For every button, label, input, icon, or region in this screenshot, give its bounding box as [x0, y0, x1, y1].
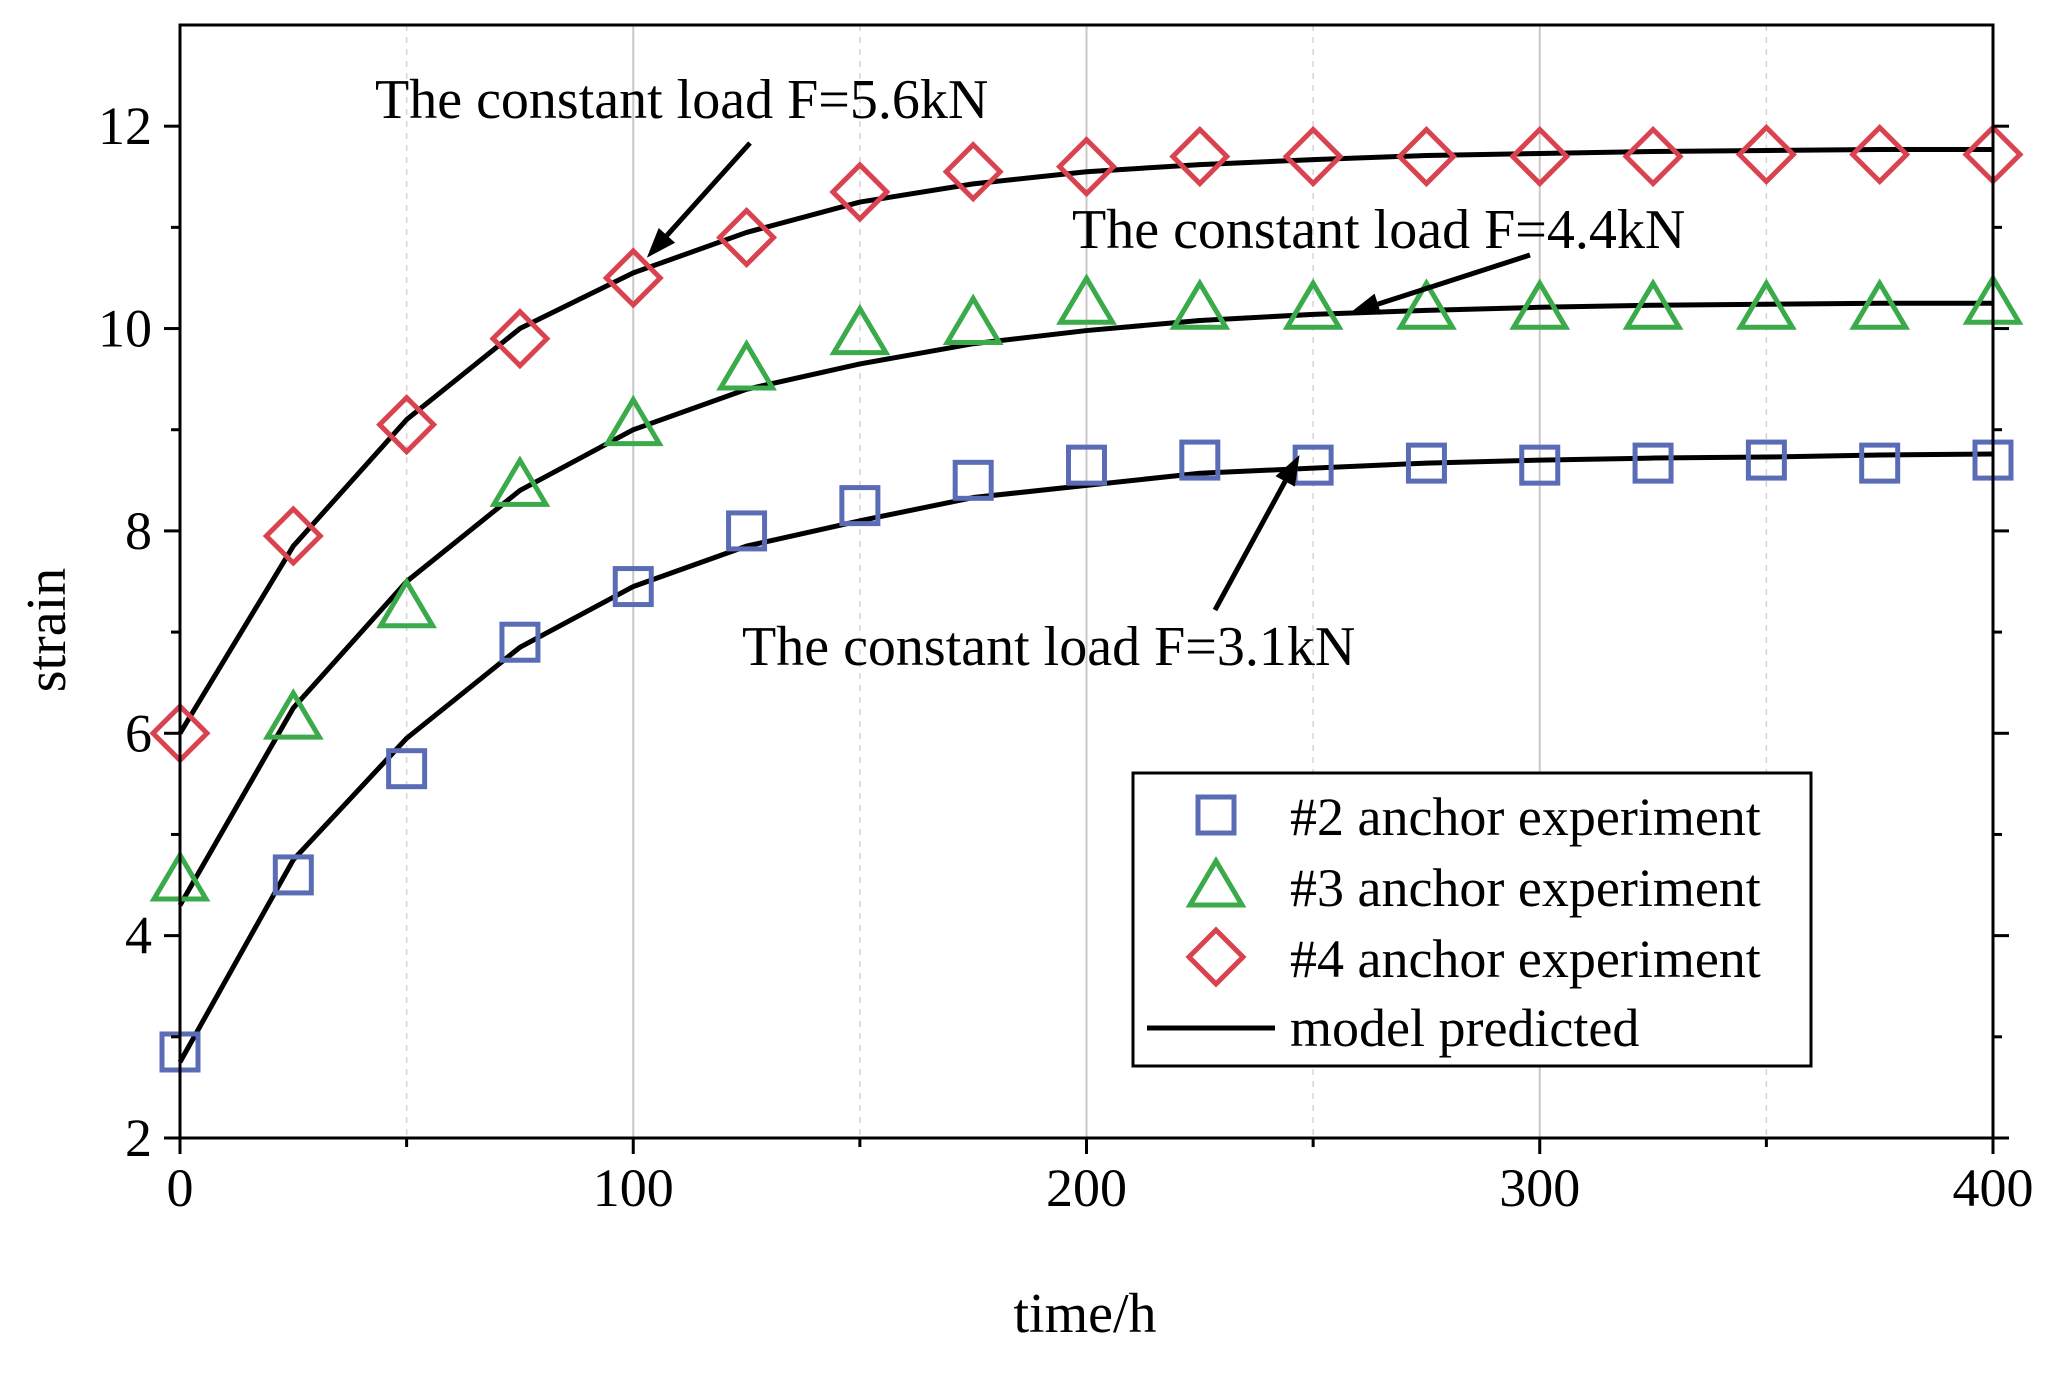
y-axis-title: strain — [16, 568, 78, 692]
data-point-triangle-2 — [1396, 278, 1457, 330]
data-point-diamond-3 — [1169, 126, 1231, 188]
data-point-diamond-3 — [716, 206, 778, 269]
data-point-square-1 — [1859, 442, 1901, 484]
data-point-diamond-3 — [1622, 126, 1684, 188]
data-point-square-1 — [1745, 439, 1787, 481]
data-point-triangle-2 — [489, 455, 551, 507]
x-tick-label: 100 — [593, 1158, 674, 1218]
y-tick-label: 2 — [125, 1108, 152, 1168]
annotation-arrow-head — [1349, 293, 1382, 315]
legend-label-series-3: #3 anchor experiment — [1290, 858, 1761, 918]
annotation-arrow-head — [1275, 455, 1300, 487]
data-point-triangle-2 — [1169, 278, 1231, 330]
annotation-5-6kN: The constant load F=5.6kN — [375, 69, 988, 131]
data-point-square-1 — [1632, 442, 1674, 484]
data-point-triangle-2 — [262, 688, 324, 740]
y-tick-label: 4 — [125, 906, 152, 966]
grid-lines — [405, 25, 1768, 1138]
legend-swatch-diamond — [1185, 926, 1247, 988]
annotation-4-4kN: The constant load F=4.4kN — [1072, 199, 1685, 261]
data-point-diamond-3 — [1509, 126, 1571, 188]
legend-label-model: model predicted — [1290, 998, 1639, 1058]
data-point-diamond-3 — [829, 161, 891, 223]
data-point-triangle-2 — [1849, 278, 1911, 330]
legend-swatches — [1147, 794, 1275, 1031]
annotation-arrow-shaft — [665, 141, 752, 238]
data-point-square-1 — [1179, 439, 1221, 481]
data-point-triangle-2 — [602, 394, 664, 447]
data-point-square-1 — [952, 459, 994, 501]
annotation-arrow-shaft — [1377, 252, 1531, 307]
x-tick-label: 200 — [1046, 1158, 1127, 1218]
legend-label-series-2: #2 anchor experiment — [1290, 787, 1761, 847]
model-curve-2 — [177, 300, 1993, 907]
data-point-diamond-3 — [1849, 123, 1911, 186]
data-point-triangle-2 — [1622, 278, 1684, 330]
data-point-triangle-2 — [1735, 278, 1797, 330]
data-point-diamond-3 — [942, 141, 1004, 203]
data-point-diamond-3 — [1395, 126, 1457, 188]
data-point-square-1 — [272, 854, 314, 896]
data-point-triangle-2 — [1282, 278, 1344, 330]
annotation-arrow-head — [646, 228, 676, 258]
data-point-diamond-3 — [489, 308, 551, 370]
data-point-triangle-2 — [1509, 278, 1571, 330]
data-point-square-1 — [1066, 444, 1107, 486]
data-point-diamond-3 — [1735, 123, 1797, 186]
x-tick-label: 300 — [1499, 1158, 1580, 1218]
data-point-triangle-2 — [1056, 273, 1117, 325]
legend-swatch-triangle — [1185, 856, 1247, 908]
data-point-square-1 — [612, 566, 654, 608]
data-point-square-1 — [1405, 442, 1447, 484]
legend-swatch-square — [1195, 794, 1237, 836]
y-tick-label: 6 — [125, 703, 152, 763]
data-point-square-1 — [726, 510, 768, 552]
annotation-3-1kN: The constant load F=3.1kN — [742, 616, 1355, 678]
axes: 0 100 200 300 400 2 4 6 8 10 12 — [98, 23, 2034, 1218]
annotation-arrow-shaft — [1212, 480, 1288, 612]
legend: #2 anchor experiment #3 anchor experimen… — [1131, 771, 1813, 1068]
data-point-square-1 — [839, 485, 881, 527]
data-point-triangle-2 — [829, 303, 891, 356]
data-point-triangle-2 — [716, 339, 777, 391]
legend-box — [1131, 771, 1813, 1068]
data-point-square-1 — [1519, 444, 1561, 486]
data-point-diamond-3 — [376, 394, 438, 456]
data-point-square-1 — [499, 621, 541, 663]
y-tick-label: 12 — [98, 96, 152, 156]
y-tick-label: 8 — [125, 501, 152, 561]
y-tick-label: 10 — [98, 299, 152, 359]
data-point-diamond-3 — [262, 505, 324, 567]
x-axis-title: time/h — [1013, 1283, 1156, 1345]
x-tick-label: 400 — [1953, 1158, 2034, 1218]
data-point-triangle-2 — [942, 293, 1004, 345]
data-point-square-1 — [386, 748, 428, 790]
data-point-diamond-3 — [602, 247, 664, 309]
data-point-diamond-3 — [1055, 136, 1118, 198]
model-curve-3 — [177, 146, 1993, 735]
data-point-diamond-3 — [1282, 126, 1344, 188]
annotations: The constant load F=5.6kN The constant l… — [375, 69, 1685, 678]
data-point-triangle-2 — [376, 576, 438, 629]
legend-label-series-4: #4 anchor experiment — [1290, 929, 1761, 989]
x-tick-label: 0 — [167, 1158, 194, 1218]
